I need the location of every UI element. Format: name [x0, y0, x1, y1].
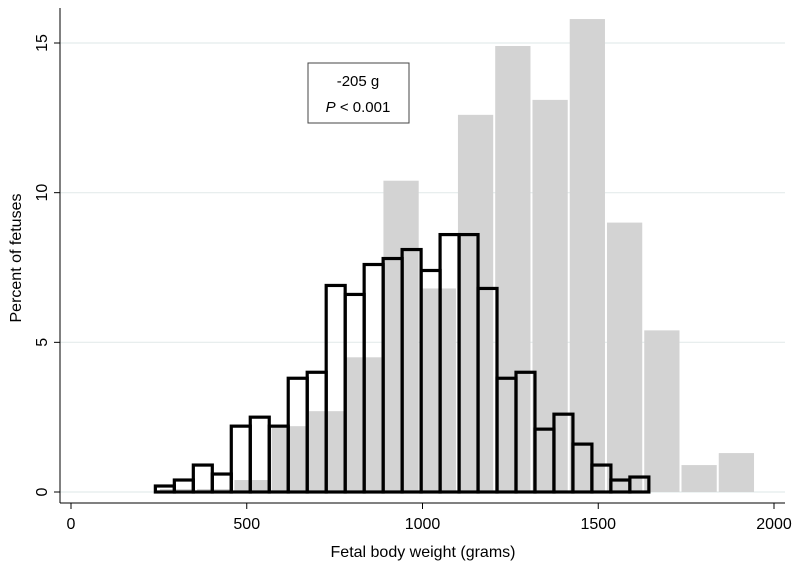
gray-bar-15 — [718, 453, 755, 492]
annotation-p-symbol: P — [326, 99, 336, 116]
x-tick-label-3: 1500 — [580, 516, 616, 533]
y-tick-label-0: 0 — [34, 487, 51, 496]
x-axis-title: Fetal body weight (grams) — [331, 544, 516, 561]
gray-bar-9 — [495, 45, 531, 492]
y-tick-label-3: 15 — [34, 34, 51, 52]
outlined-histogram-series — [153, 232, 651, 494]
outlined-bar-2 — [191, 463, 214, 494]
gray-bar-11 — [569, 19, 605, 492]
x-tick-label-2: 1000 — [405, 516, 441, 533]
annotation-p-rest: < 0.001 — [336, 99, 391, 116]
gray-bar-13 — [644, 330, 680, 492]
x-tick-label-1: 500 — [233, 516, 260, 533]
gray-bar-10 — [532, 99, 568, 492]
gray-bar-8 — [457, 114, 494, 492]
x-tick-label-4: 2000 — [756, 516, 792, 533]
annotation-box: -205 g P < 0.001 — [307, 62, 410, 124]
y-tick-label-2: 10 — [34, 184, 51, 202]
annotation-frame — [307, 62, 410, 124]
y-axis-title: Percent of fetuses — [8, 194, 25, 323]
outlined-bar-25 — [628, 475, 651, 494]
gray-bar-14 — [681, 465, 717, 492]
x-tick-label-0: 0 — [67, 516, 76, 533]
annotation-pvalue: P < 0.001 — [326, 99, 391, 116]
axis-ticks: 0 500 1000 1500 2000 0 5 10 15 — [34, 34, 792, 533]
y-tick-label-1: 5 — [34, 338, 51, 347]
gray-bar-12 — [606, 222, 643, 492]
gray-bar-2 — [234, 480, 270, 492]
annotation-difference: -205 g — [337, 73, 380, 90]
gray-bar-7 — [420, 288, 456, 492]
